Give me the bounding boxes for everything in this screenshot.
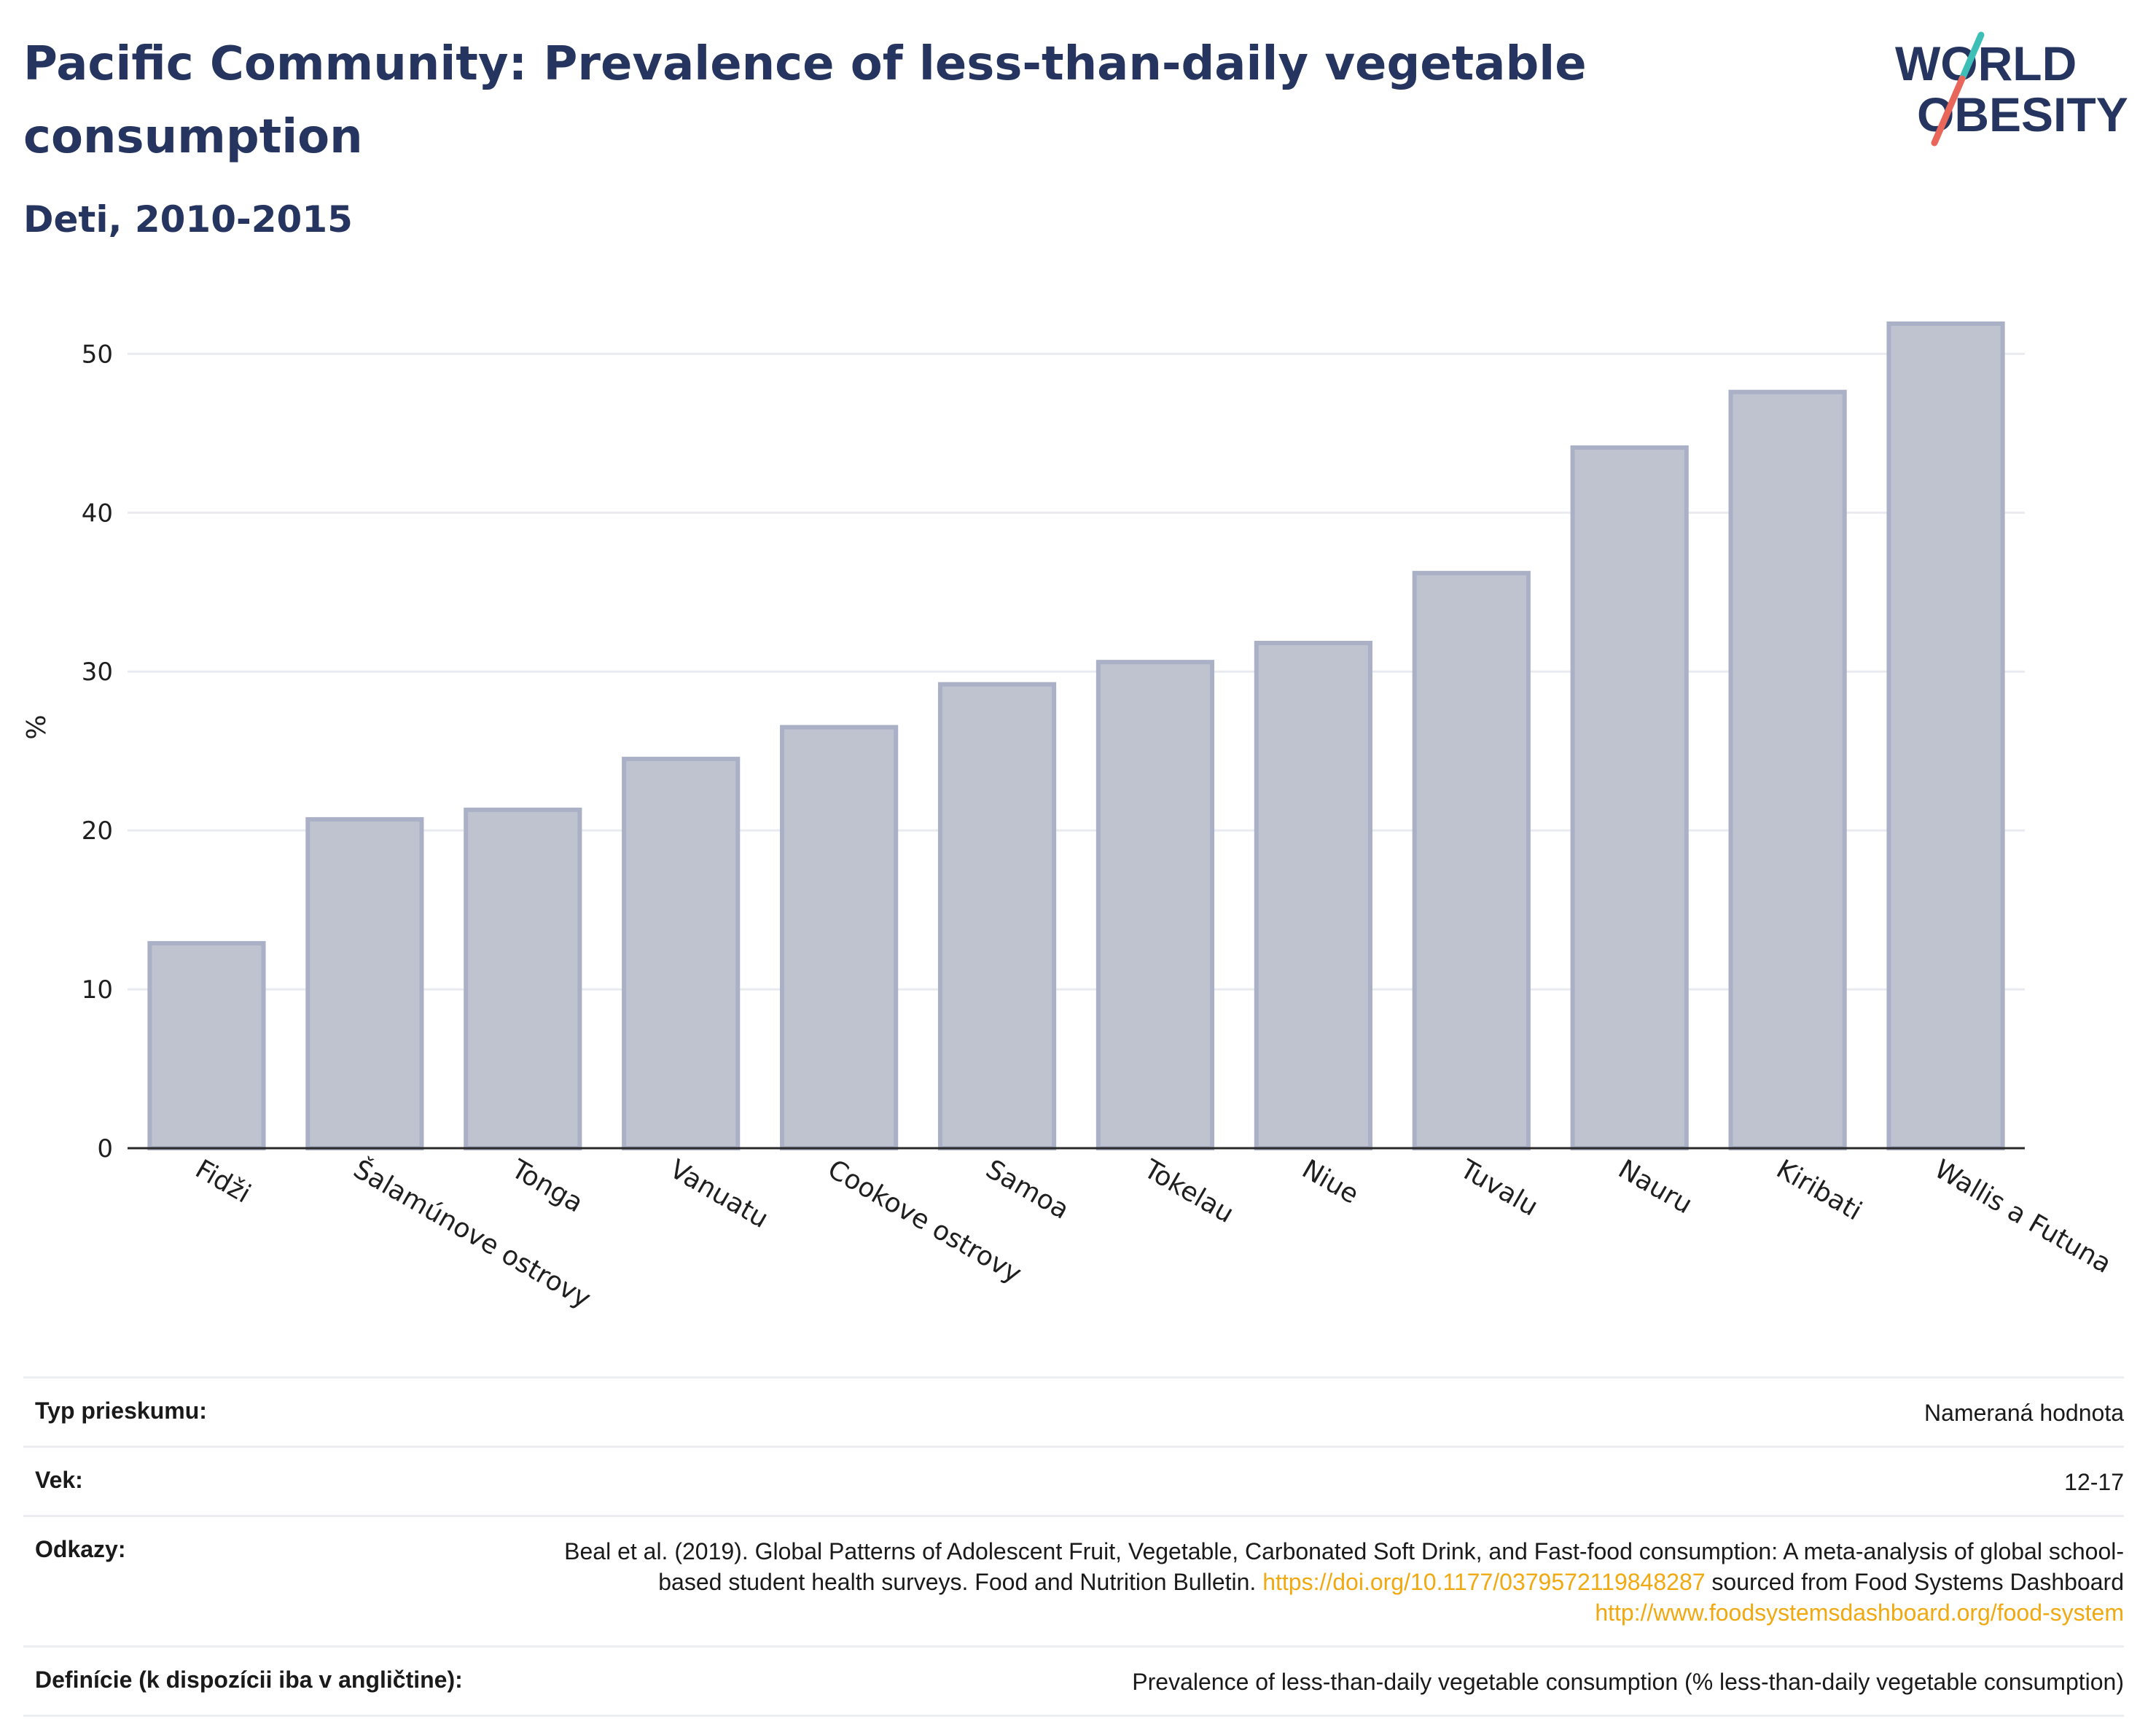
x-tick-label: Wallis a Futuna: [1929, 1154, 2116, 1279]
bar: [305, 816, 424, 1150]
gridlines: [128, 352, 2025, 991]
age-value: 12-17: [2064, 1469, 2124, 1495]
chart-title: Pacific Community: Prevalence of less-th…: [23, 37, 1587, 164]
references-text-1: Beal et al. (2019). Global Patterns of A…: [564, 1538, 2124, 1595]
logo-line-1: WORLD: [1895, 36, 2077, 90]
info-row-age: Vek: 12-17: [23, 1446, 2124, 1515]
x-tick-label: Kiribati: [1771, 1154, 1867, 1226]
chart-subtitle: Deti, 2010-2015: [23, 198, 353, 241]
bar: [1412, 571, 1531, 1150]
definition-value: Prevalence of less-than-daily vegetable …: [1132, 1669, 2124, 1695]
bar: [1886, 321, 2005, 1151]
info-row-definition: Definície (k dispozícii iba v angličtine…: [23, 1645, 2124, 1717]
x-tick-label: Tokelau: [1138, 1154, 1239, 1229]
references-text-2: sourced from Food Systems Dashboard: [1705, 1569, 2124, 1595]
bar: [780, 725, 899, 1150]
bar: [1095, 660, 1215, 1150]
x-tick-label: Niue: [1297, 1154, 1363, 1209]
info-row-survey-type: Typ prieskumu: Nameraná hodnota: [23, 1376, 2124, 1446]
bar: [622, 757, 741, 1150]
bar: [1728, 389, 1847, 1151]
y-tick-label: 10: [82, 975, 113, 1005]
info-table: Typ prieskumu: Nameraná hodnota Vek: 12-…: [23, 1376, 2124, 1717]
logo-slash-coral: [1931, 75, 1966, 147]
y-tick-label: 30: [82, 658, 113, 687]
bar: [147, 940, 266, 1151]
y-axis-ticks: 0 10 20 30 40 50: [82, 340, 113, 1163]
age-label: Vek:: [35, 1467, 83, 1493]
y-tick-label: 20: [82, 816, 113, 846]
definition-label: Definície (k dispozícii iba v angličtine…: [35, 1667, 463, 1693]
food-systems-dashboard-link[interactable]: http://www.foodsystemsdashboard.org/food…: [1595, 1599, 2124, 1626]
bars: [147, 321, 2005, 1151]
y-tick-label: 40: [82, 499, 113, 528]
doi-link[interactable]: https://doi.org/10.1177/0379572119848287: [1262, 1569, 1706, 1595]
y-tick-label: 50: [82, 340, 113, 369]
survey-type-value: Nameraná hodnota: [1924, 1400, 2124, 1426]
x-tick-label: Vanuatu: [665, 1154, 773, 1234]
x-tick-label: Samoa: [981, 1154, 1074, 1225]
world-obesity-logo: WORLD OBESITY: [1895, 31, 2128, 147]
bar: [464, 807, 582, 1150]
survey-type-label: Typ prieskumu:: [35, 1398, 207, 1424]
bar: [937, 682, 1057, 1150]
y-axis-label: %: [22, 714, 52, 739]
references-value: Beal et al. (2019). Global Patterns of A…: [557, 1536, 2124, 1628]
y-tick-label: 0: [97, 1134, 113, 1163]
x-tick-label: Tonga: [506, 1154, 588, 1219]
x-tick-label: Tuvalu: [1454, 1154, 1542, 1223]
x-tick-label: Fidži: [190, 1154, 256, 1209]
bar: [1570, 445, 1689, 1151]
references-label: Odkazy:: [35, 1536, 126, 1562]
info-row-references: Odkazy: Beal et al. (2019). Global Patte…: [23, 1515, 2124, 1645]
bar: [1254, 641, 1372, 1150]
x-tick-label: Nauru: [1613, 1154, 1697, 1220]
logo-slash-teal: [1958, 31, 1985, 82]
